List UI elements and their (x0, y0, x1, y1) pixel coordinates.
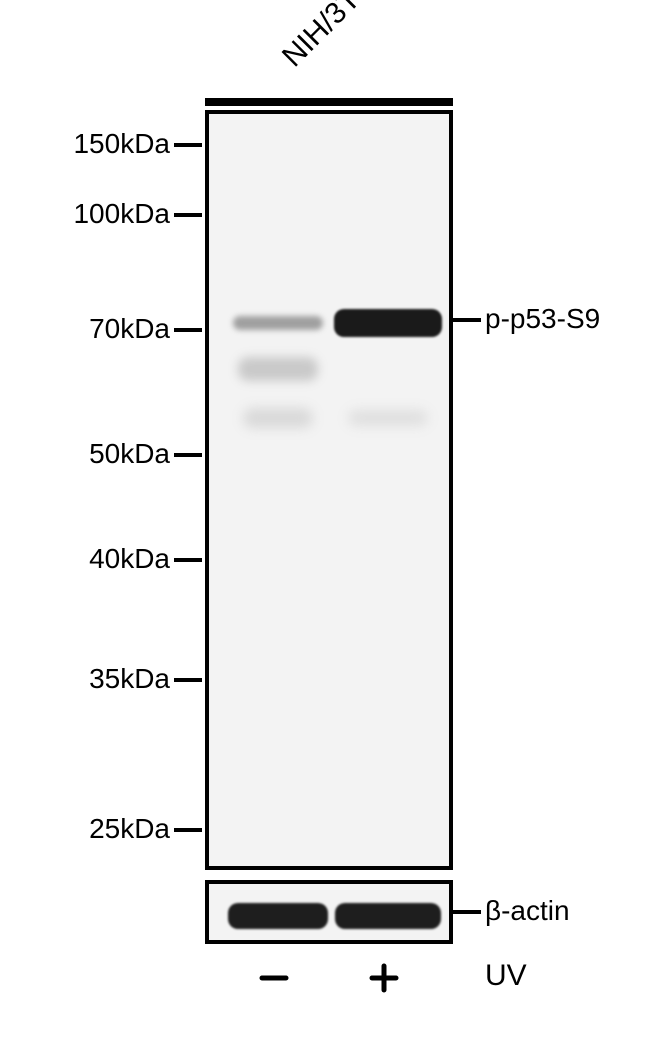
treatment-minus-icon (256, 960, 292, 996)
band-actin-1 (335, 903, 441, 929)
treatment-label: UV (485, 959, 527, 993)
mw-tick-0 (174, 143, 202, 147)
band-actin-0 (228, 903, 328, 929)
blot-main (205, 110, 453, 870)
mw-tick-3 (174, 453, 202, 457)
blot-actin (205, 880, 453, 944)
annot-tick-1 (453, 910, 481, 914)
band-main-0 (233, 316, 323, 330)
mw-tick-2 (174, 328, 202, 332)
band-main-1 (238, 357, 318, 381)
sample-bracket-bar (205, 98, 453, 106)
mw-tick-1 (174, 213, 202, 217)
band-main-4 (348, 410, 428, 426)
mw-label-0: 150kDa (73, 128, 170, 160)
mw-label-4: 40kDa (89, 543, 170, 575)
band-main-2 (243, 408, 313, 428)
band-main-3 (334, 309, 442, 337)
treatment-plus-icon (366, 960, 402, 996)
mw-label-2: 70kDa (89, 313, 170, 345)
mw-tick-5 (174, 678, 202, 682)
mw-label-5: 35kDa (89, 663, 170, 695)
annot-label-1: β-actin (485, 895, 570, 927)
mw-label-6: 25kDa (89, 813, 170, 845)
annot-tick-0 (453, 318, 481, 322)
mw-label-1: 100kDa (73, 198, 170, 230)
sample-label: NIH/3T3 (276, 0, 379, 74)
mw-label-3: 50kDa (89, 438, 170, 470)
annot-label-0: p-p53-S9 (485, 303, 600, 335)
mw-tick-4 (174, 558, 202, 562)
mw-tick-6 (174, 828, 202, 832)
